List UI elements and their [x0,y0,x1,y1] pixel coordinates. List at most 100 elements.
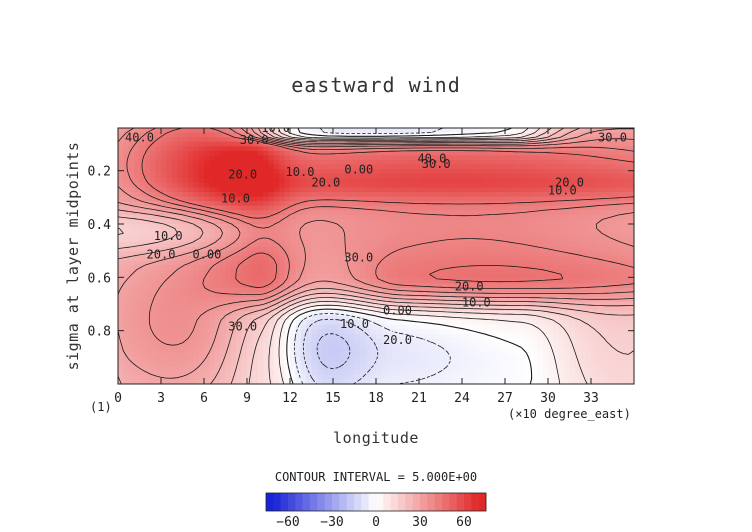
field-cell [144,283,151,289]
field-cell [435,347,442,353]
field-cell [252,137,259,143]
field-cell [601,169,608,175]
field-cell [601,265,608,271]
field-cell [150,205,157,211]
field-cell [343,265,350,271]
field-cell [564,338,571,344]
field-cell [236,219,243,225]
field-cell [268,315,275,321]
field-cell [537,288,544,294]
field-cell [623,310,630,317]
field-cell [558,137,565,143]
field-cell [230,224,237,230]
field-cell [225,251,232,257]
field-cell [542,146,549,152]
field-cell [451,338,458,344]
field-cell [521,169,528,175]
field-cell [311,301,318,307]
field-cell [306,233,313,239]
field-cell [462,164,468,170]
field-cell [472,361,479,367]
field-cell [558,219,565,225]
field-cell [349,233,356,239]
field-cell [585,141,592,147]
field-cell [601,361,608,367]
field-cell [478,292,485,298]
field-cell [488,329,495,335]
field-cell [591,324,597,330]
field-cell [354,178,361,184]
field-cell [537,338,544,344]
field-cell [499,315,506,321]
field-cell [252,219,259,225]
field-cell [247,315,253,321]
field-cell [327,164,334,170]
field-cell [365,128,372,134]
field-cell [591,192,597,198]
field-cell [628,356,634,362]
field-cell [628,242,634,248]
field-cell [510,237,517,243]
field-cell [505,201,511,207]
field-cell [553,178,560,184]
field-cell [290,265,296,271]
field-cell [257,274,264,280]
field-cell [268,182,275,189]
field-cell [220,269,227,275]
field-cell [155,187,162,193]
field-cell [204,246,210,253]
field-cell [128,196,135,202]
field-cell [236,310,243,317]
field-cell [247,297,253,303]
field-cell [445,150,452,157]
field-cell [257,150,264,157]
field-cell [354,233,361,239]
field-cell [128,324,135,330]
field-cell [118,187,124,193]
field-cell [424,228,431,234]
field-cell [381,347,388,353]
field-cell [456,169,463,175]
field-cell [273,320,280,326]
field-cell [574,278,581,285]
field-cell [225,178,232,184]
field-cell [462,356,468,362]
field-cell [161,320,167,326]
field-cell [531,342,538,349]
field-cell [526,237,533,243]
field-cell [531,205,538,211]
field-cell [144,237,151,243]
field-cell [467,292,474,298]
field-cell [515,274,522,280]
field-cell [505,196,511,202]
field-cell [607,132,614,138]
field-cell [193,169,200,175]
field-cell [306,246,313,253]
field-cell [365,205,372,211]
field-cell [333,210,339,216]
field-cell [499,251,506,257]
field-cell [209,292,216,298]
field-cell [445,182,452,189]
field-cell [123,233,130,239]
field-cell [230,192,237,198]
field-cell [359,342,366,349]
field-cell [150,150,157,157]
field-cell [134,356,141,362]
field-cell [316,274,323,280]
field-cell [612,310,619,317]
field-cell [456,320,463,326]
field-cell [429,352,436,358]
field-cell [225,320,232,326]
field-cell [134,260,141,266]
field-cell [499,219,506,225]
field-cell [574,237,581,243]
field-cell [435,146,442,152]
field-cell [349,242,356,248]
field-cell [440,256,447,262]
field-cell [596,242,603,248]
field-cell [365,137,372,143]
field-cell [483,333,490,339]
field-cell [526,260,533,266]
field-cell [290,242,296,248]
